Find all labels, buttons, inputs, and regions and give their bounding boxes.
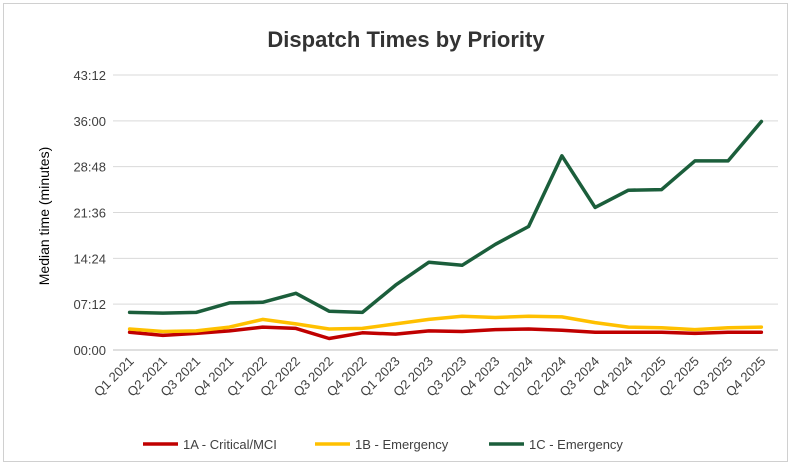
y-tick-label: 07:12 [73,297,106,312]
chart-frame [3,3,788,462]
y-tick-label: 21:36 [73,206,106,221]
y-tick-label: 28:48 [73,160,106,175]
chart-title: Dispatch Times by Priority [267,27,545,52]
series-lines [127,119,764,341]
series-line-1a [127,325,764,341]
series-line-1b [127,314,764,334]
y-axis-label: Median time (minutes) [36,147,52,286]
series-line-1c [127,119,764,315]
y-tick-label: 14:24 [73,251,106,266]
y-tick-label: 43:12 [73,68,106,83]
legend: 1A - Critical/MCI 1B - Emergency 1C - Emer… [143,437,623,452]
y-tick-label: 36:00 [73,114,106,129]
legend-label-1b: 1B - Emergency [355,437,449,452]
legend-label-1c: 1C - Emergency [529,437,623,452]
y-tick-label: 00:00 [73,343,106,358]
y-axis-ticks: 00:00 07:12 14:24 21:36 28:48 36:00 43:12 [73,68,106,358]
legend-label-1a: 1A - Critical/MCI [183,437,277,452]
